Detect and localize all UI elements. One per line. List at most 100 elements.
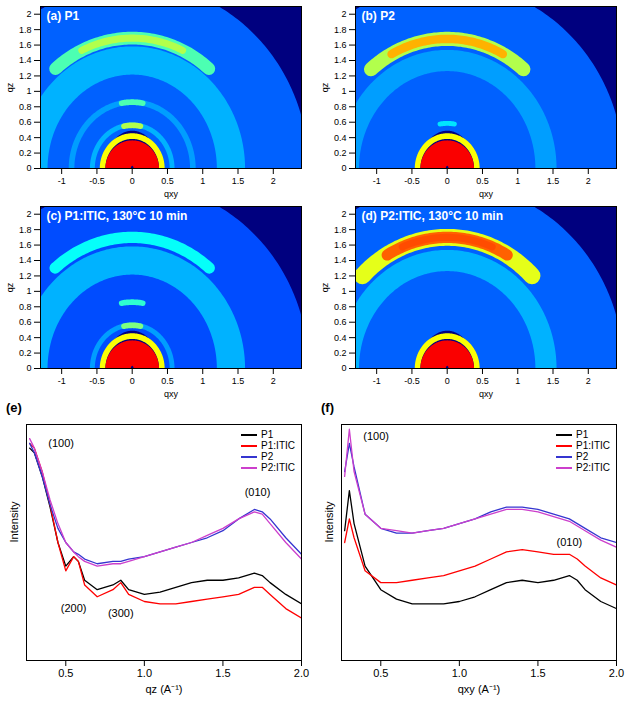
svg-text:1: 1 bbox=[341, 86, 346, 96]
svg-text:1.8: 1.8 bbox=[19, 25, 32, 35]
svg-text:2: 2 bbox=[341, 9, 346, 19]
svg-text:(b) P2: (b) P2 bbox=[362, 9, 396, 23]
svg-text:-1: -1 bbox=[373, 376, 381, 386]
svg-text:0: 0 bbox=[26, 163, 31, 173]
svg-text:1.6: 1.6 bbox=[19, 240, 32, 250]
svg-text:qz: qz bbox=[5, 82, 15, 92]
svg-text:1.4: 1.4 bbox=[19, 55, 32, 65]
svg-text:-1: -1 bbox=[373, 176, 381, 186]
svg-text:1.4: 1.4 bbox=[19, 255, 32, 265]
svg-text:0.8: 0.8 bbox=[19, 102, 32, 112]
svg-text:1.5: 1.5 bbox=[547, 376, 560, 386]
svg-text:Intensity: Intensity bbox=[8, 501, 20, 542]
svg-text:qxy (A⁻¹): qxy (A⁻¹) bbox=[458, 683, 501, 695]
svg-text:0: 0 bbox=[445, 376, 450, 386]
svg-text:1.5: 1.5 bbox=[530, 667, 545, 679]
svg-text:2.0: 2.0 bbox=[294, 667, 309, 679]
svg-text:2: 2 bbox=[586, 376, 591, 386]
svg-text:(100): (100) bbox=[363, 430, 389, 442]
svg-text:1.5: 1.5 bbox=[215, 667, 230, 679]
svg-text:0.2: 0.2 bbox=[19, 348, 32, 358]
svg-text:1: 1 bbox=[200, 376, 205, 386]
svg-text:2: 2 bbox=[271, 176, 276, 186]
svg-text:-0.5: -0.5 bbox=[404, 376, 420, 386]
svg-text:0: 0 bbox=[130, 176, 135, 186]
svg-text:1.2: 1.2 bbox=[334, 271, 347, 281]
svg-text:0.4: 0.4 bbox=[19, 133, 32, 143]
svg-text:0.5: 0.5 bbox=[161, 376, 174, 386]
svg-text:1.6: 1.6 bbox=[334, 40, 347, 50]
svg-text:0.4: 0.4 bbox=[334, 133, 347, 143]
svg-text:2: 2 bbox=[26, 209, 31, 219]
svg-text:1.5: 1.5 bbox=[232, 376, 245, 386]
svg-text:1.8: 1.8 bbox=[19, 225, 32, 235]
svg-text:2: 2 bbox=[271, 376, 276, 386]
svg-text:0.5: 0.5 bbox=[58, 667, 73, 679]
svg-text:(300): (300) bbox=[108, 607, 134, 619]
svg-text:0.8: 0.8 bbox=[19, 302, 32, 312]
svg-text:2: 2 bbox=[341, 209, 346, 219]
svg-text:1.2: 1.2 bbox=[334, 71, 347, 81]
svg-text:0.6: 0.6 bbox=[334, 117, 347, 127]
svg-text:1: 1 bbox=[26, 86, 31, 96]
svg-text:0.5: 0.5 bbox=[161, 176, 174, 186]
svg-text:qz: qz bbox=[320, 282, 330, 292]
svg-text:0.8: 0.8 bbox=[334, 302, 347, 312]
svg-text:(010): (010) bbox=[245, 486, 271, 498]
svg-text:0.2: 0.2 bbox=[19, 148, 32, 158]
svg-text:1.8: 1.8 bbox=[334, 25, 347, 35]
svg-text:0.8: 0.8 bbox=[334, 102, 347, 112]
svg-text:0: 0 bbox=[341, 163, 346, 173]
svg-text:1: 1 bbox=[200, 176, 205, 186]
svg-text:1.5: 1.5 bbox=[232, 176, 245, 186]
svg-text:1.6: 1.6 bbox=[19, 40, 32, 50]
svg-text:qz: qz bbox=[5, 282, 15, 292]
svg-text:(c) P1:ITIC, 130°C 10 min: (c) P1:ITIC, 130°C 10 min bbox=[47, 209, 188, 223]
svg-text:0: 0 bbox=[445, 176, 450, 186]
svg-text:1.4: 1.4 bbox=[334, 255, 347, 265]
svg-text:qz: qz bbox=[320, 82, 330, 92]
svg-text:(100): (100) bbox=[48, 437, 74, 449]
svg-text:-1: -1 bbox=[58, 176, 66, 186]
svg-text:Intensity: Intensity bbox=[323, 501, 335, 542]
svg-text:0.2: 0.2 bbox=[334, 348, 347, 358]
svg-text:2: 2 bbox=[586, 176, 591, 186]
svg-text:0.5: 0.5 bbox=[476, 376, 489, 386]
svg-text:0.4: 0.4 bbox=[19, 333, 32, 343]
svg-text:0: 0 bbox=[130, 376, 135, 386]
svg-text:0.6: 0.6 bbox=[19, 317, 32, 327]
svg-text:0.5: 0.5 bbox=[476, 176, 489, 186]
svg-text:-0.5: -0.5 bbox=[89, 176, 105, 186]
svg-text:0.6: 0.6 bbox=[19, 117, 32, 127]
svg-text:2: 2 bbox=[26, 9, 31, 19]
svg-text:-1: -1 bbox=[58, 376, 66, 386]
svg-text:1: 1 bbox=[515, 176, 520, 186]
svg-text:0.4: 0.4 bbox=[334, 333, 347, 343]
svg-text:(d) P2:ITIC, 130°C 10 min: (d) P2:ITIC, 130°C 10 min bbox=[362, 209, 504, 223]
svg-text:1.5: 1.5 bbox=[547, 176, 560, 186]
svg-text:1.6: 1.6 bbox=[334, 240, 347, 250]
svg-text:2.0: 2.0 bbox=[609, 667, 624, 679]
svg-text:qxy: qxy bbox=[164, 189, 179, 199]
svg-text:1.0: 1.0 bbox=[452, 667, 467, 679]
svg-text:1.4: 1.4 bbox=[334, 55, 347, 65]
svg-text:1: 1 bbox=[341, 286, 346, 296]
svg-text:-0.5: -0.5 bbox=[404, 176, 420, 186]
svg-text:1.2: 1.2 bbox=[19, 71, 32, 81]
svg-text:0: 0 bbox=[26, 363, 31, 373]
svg-text:qxy: qxy bbox=[479, 389, 494, 399]
svg-text:(a) P1: (a) P1 bbox=[47, 9, 80, 23]
svg-text:qxy: qxy bbox=[164, 389, 179, 399]
svg-text:1: 1 bbox=[26, 286, 31, 296]
svg-text:0.5: 0.5 bbox=[373, 667, 388, 679]
svg-text:1.0: 1.0 bbox=[137, 667, 152, 679]
svg-text:(010): (010) bbox=[557, 536, 583, 548]
svg-text:0: 0 bbox=[341, 363, 346, 373]
svg-text:0.6: 0.6 bbox=[334, 317, 347, 327]
svg-text:(200): (200) bbox=[61, 602, 87, 614]
svg-text:-0.5: -0.5 bbox=[89, 376, 105, 386]
svg-text:1: 1 bbox=[515, 376, 520, 386]
svg-text:qxy: qxy bbox=[479, 189, 494, 199]
svg-text:1.2: 1.2 bbox=[19, 271, 32, 281]
svg-text:0.2: 0.2 bbox=[334, 148, 347, 158]
